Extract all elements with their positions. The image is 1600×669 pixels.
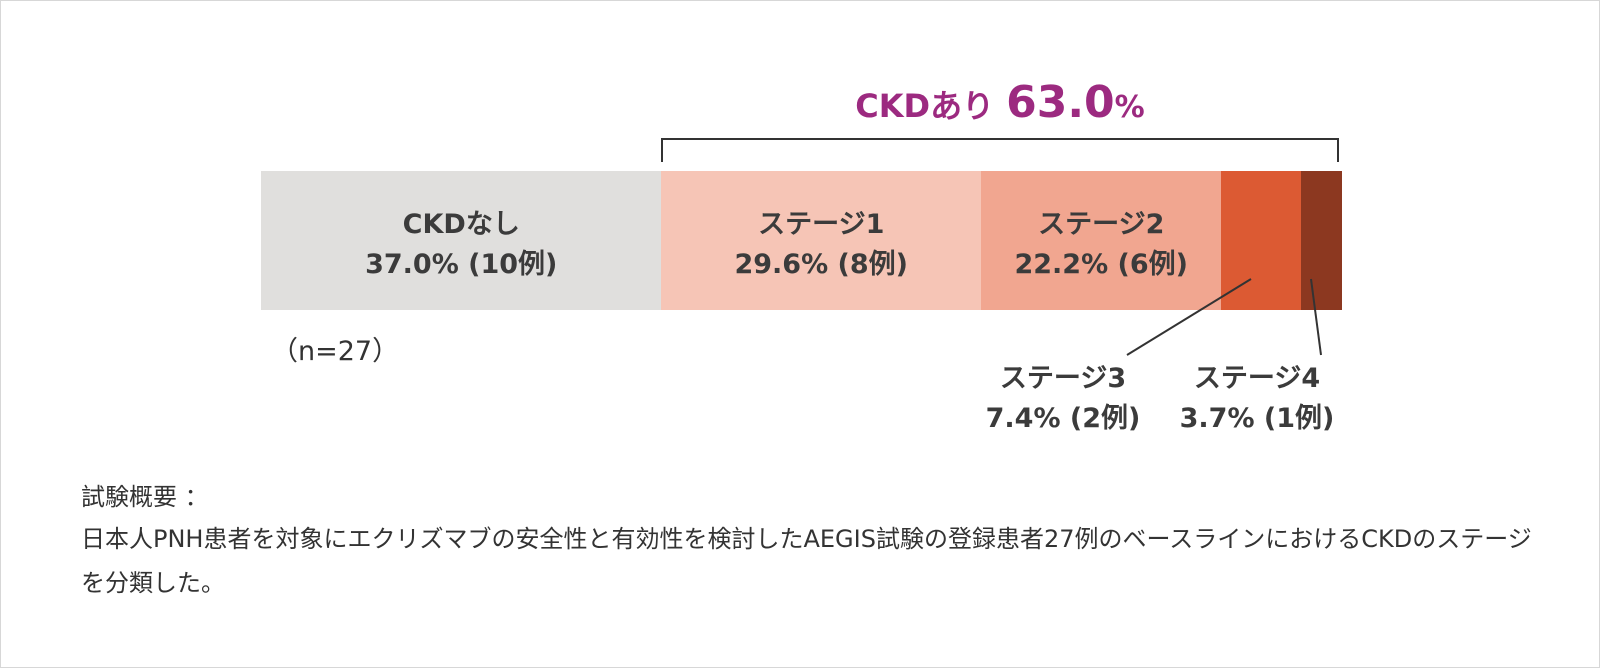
segment-1: CKDなし 37.0% (10例)	[261, 171, 662, 310]
summary-body: 日本人PNH患者を対象にエクリズマブの安全性と有効性を検討したAEGIS試験の登…	[81, 525, 1532, 597]
segment-3: ステージ2 22.2% (6例)	[981, 171, 1222, 310]
ckd-present-unit: %	[1114, 90, 1145, 125]
ckd-present-value: 63.0	[1006, 77, 1115, 128]
segment-2: ステージ1 29.6% (8例)	[661, 171, 982, 310]
segment-4-leader-line	[1126, 278, 1252, 356]
segment-1-label: CKDなし 37.0% (10例)	[261, 205, 662, 285]
study-summary: 試験概要 ： 日本人PNH患者を対象にエクリズマブの安全性と有効性を検討したAE…	[81, 477, 1541, 605]
segment-5-name: ステージ4	[1193, 363, 1321, 394]
segment-3-label: ステージ2 22.2% (6例)	[981, 205, 1222, 285]
segment-1-value: 37.0% (10例)	[365, 249, 558, 280]
segment-4-name: ステージ3	[999, 363, 1127, 394]
summary-title: 試験概要 ：	[81, 483, 209, 511]
segment-5-leader-line	[1310, 278, 1322, 356]
segment-4-external-label: ステージ3 7.4% (2例)	[963, 359, 1163, 439]
sample-size-label: （n=27）	[271, 336, 400, 367]
segment-3-value: 22.2% (6例)	[1014, 249, 1189, 280]
ckd-present-header: CKDあり 63.0%	[661, 77, 1339, 128]
ckd-present-bracket	[661, 138, 1339, 162]
segment-2-value: 29.6% (8例)	[734, 249, 909, 280]
ckd-present-label: CKDあり	[855, 87, 995, 125]
segment-1-name: CKDなし	[402, 209, 520, 240]
segment-5-value: 3.7% (1例)	[1179, 403, 1335, 434]
stacked-bar: CKDなし 37.0% (10例) ステージ1 29.6% (8例) ステージ2 22.2…	[261, 171, 1342, 310]
segment-3-name: ステージ2	[1038, 209, 1165, 240]
segment-4-value: 7.4% (2例)	[985, 403, 1141, 434]
segment-5	[1301, 171, 1342, 310]
segment-5-external-label: ステージ4 3.7% (1例)	[1157, 359, 1357, 439]
segment-2-label: ステージ1 29.6% (8例)	[661, 205, 982, 285]
segment-2-name: ステージ1	[758, 209, 885, 240]
segment-4	[1221, 171, 1302, 310]
